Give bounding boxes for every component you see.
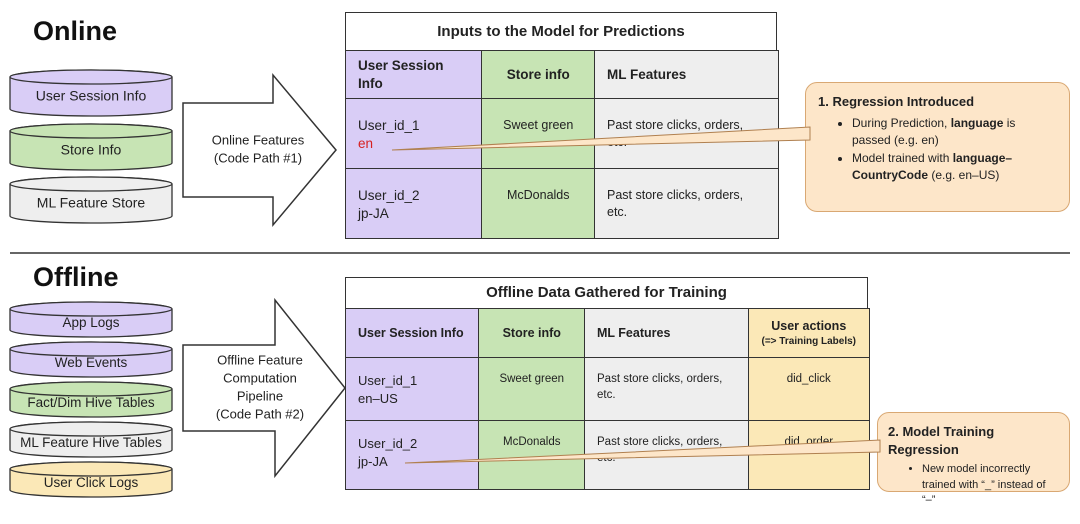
cell-text: en–US — [358, 390, 398, 406]
bullet-text: language–CountryCode — [852, 150, 1013, 183]
cell-text: User_id_1 — [358, 118, 420, 133]
cell-text: Past store clicks, orders, etc. — [597, 373, 723, 401]
arrow-label: Online Features — [212, 132, 305, 147]
cylinder-top — [9, 69, 173, 85]
table-cell: Past store clicks, orders, etc. — [584, 357, 750, 422]
cell-text: User_id_2 — [358, 188, 420, 203]
section-title: Online — [33, 16, 118, 46]
cylinder-top — [9, 123, 173, 139]
callout-title: 1. Regression Introduced — [818, 94, 975, 109]
bullet: New model incorrectly trained with “_” i… — [922, 462, 1059, 508]
cell-text: Past store clicks, orders, etc. — [607, 188, 744, 219]
table-cell: did_click — [748, 357, 870, 422]
cell-text: User_id_2 — [358, 436, 418, 451]
source-label: Fact/Dim Hive Tables — [27, 395, 155, 410]
table-cell: User_id_1 en–US — [345, 357, 480, 422]
cell-text: (=> Training Labels) — [761, 335, 856, 347]
cylinder-top — [9, 461, 173, 477]
header-cell: User Session Info — [345, 50, 483, 100]
table-cell: McDonalds — [478, 420, 586, 490]
cell-text: McDonalds — [502, 436, 561, 448]
callout: 2. Model Training Regression New model in… — [877, 412, 1070, 506]
cell-text: Past store clicks, orders, etc. — [607, 118, 744, 149]
source-label: ML Feature Hive Tables — [20, 435, 162, 450]
cylinder-top — [9, 176, 173, 192]
arrow-label: Computation — [223, 370, 297, 385]
cylinder-top — [9, 381, 173, 397]
arrow-label: Offline Feature — [217, 352, 303, 367]
cell-text: Sweet green — [499, 373, 565, 385]
header-cell: Store info — [481, 50, 596, 100]
cell-text: McDonalds — [506, 188, 570, 202]
table-cell: Sweet green — [478, 357, 586, 422]
bullet-text: (e.g. en–US) — [928, 168, 1000, 183]
header-cell: User Session Info — [345, 308, 480, 359]
section-title: Offline — [33, 262, 119, 292]
arrow-label: (Code Path #2) — [216, 406, 304, 421]
arrow — [182, 297, 346, 479]
cell-text: User_id_1 — [358, 373, 418, 388]
source-label: User Click Logs — [44, 475, 139, 490]
cell-text: Store info — [502, 325, 561, 340]
table-cell: Sweet green — [481, 98, 596, 170]
table-cell: User_id_2 jp-JA — [345, 420, 480, 490]
bullet-text: New model incorrectly trained with “_” i… — [922, 463, 1046, 507]
source-label: App Logs — [62, 315, 119, 330]
source-label: User Session Info — [36, 88, 147, 104]
bullet-text: Model trained with — [852, 150, 953, 165]
header-cell: Store info — [478, 308, 586, 359]
arrow-label: (Code Path #1) — [214, 150, 302, 165]
table-cell: Past store clicks, orders, etc. — [584, 420, 750, 490]
cell-text: Sweet green — [503, 118, 574, 132]
cell-text: User actions — [771, 319, 847, 334]
source-label: Store Info — [61, 142, 122, 158]
source-label: Web Events — [55, 355, 128, 370]
header-cell: ML Features — [594, 50, 779, 100]
source-label: ML Feature Store — [37, 195, 146, 211]
cylinder-top — [9, 301, 173, 317]
header-cell: ML Features — [584, 308, 750, 359]
table-cell: Past store clicks, orders, etc. — [594, 168, 779, 239]
callout: 1. Regression Introduced During Predictio… — [805, 82, 1070, 212]
bullet: Model trained with language–CountryCode … — [852, 150, 1057, 185]
bullet-list: New model incorrectly trained with “_” i… — [888, 462, 1059, 508]
cell-text: User Session Info — [358, 325, 464, 340]
table-cell: did_order — [748, 420, 870, 490]
arrow — [182, 72, 337, 228]
cylinder-top — [9, 421, 173, 437]
cell-text: jp-JA — [358, 453, 388, 469]
cell-text: Past store clicks, orders, etc. — [597, 436, 723, 464]
bullet-text: During Prediction, — [852, 115, 951, 130]
table-cell: McDonalds — [481, 168, 596, 239]
cell-text: ML Features — [607, 66, 687, 82]
table-title: Offline Data Gathered for Training — [345, 277, 868, 310]
bullet-text: language — [950, 115, 1004, 130]
bullet: During Prediction, language is passed (e… — [852, 115, 1057, 150]
cell-text: jp-JA — [358, 206, 389, 222]
table-cell: User_id_2 jp-JA — [345, 168, 483, 239]
cell-text: User Session Info — [358, 57, 444, 91]
table-title: Inputs to the Model for Predictions — [345, 12, 777, 52]
table-cell: Past store clicks, orders, etc. — [594, 98, 779, 170]
cell-text: did_click — [786, 373, 831, 385]
cell-text: Store info — [506, 66, 570, 82]
bullet-list: During Prediction, language is passed (e… — [818, 115, 1057, 185]
cell-text: ML Features — [597, 325, 671, 340]
header-cell: User actions (=> Training Labels) — [748, 308, 870, 359]
arrow-label: Pipeline — [237, 388, 283, 403]
cylinder-top — [9, 341, 173, 357]
bullet-text: is passed (e.g. en) — [852, 115, 1016, 148]
cell-text: en — [358, 136, 374, 152]
callout-title: 2. Model Training Regression — [888, 424, 995, 458]
cell-text: did_order — [784, 436, 834, 448]
